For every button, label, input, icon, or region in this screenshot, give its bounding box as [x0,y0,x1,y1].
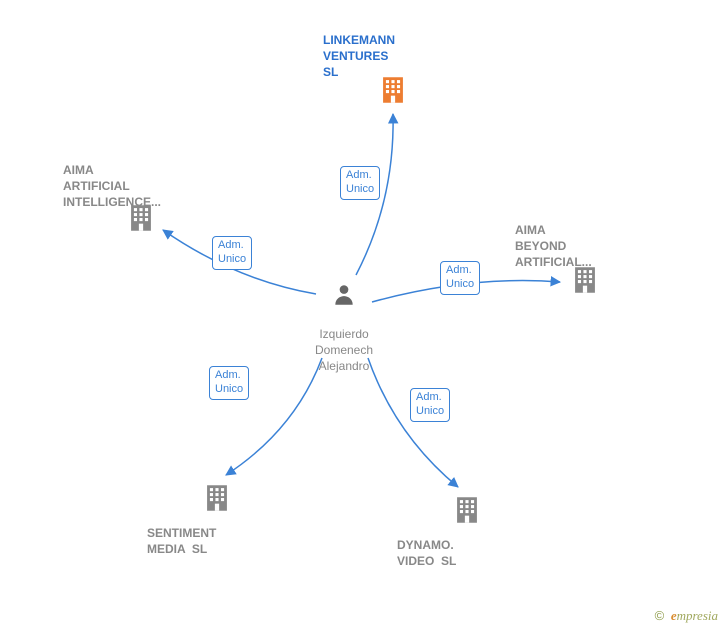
edge-dynamo [368,358,458,487]
copyright-symbol: © [655,608,665,623]
edge-label-aima_ai: Adm. Unico [212,236,252,270]
company-node-linkemann[interactable]: LINKEMANN VENTURES SL [323,32,463,81]
center-person-label: Izquierdo Domenech Alejandro [299,326,389,375]
company-node-aima_beyond[interactable]: AIMA BEYOND ARTIFICIAL... [515,222,655,271]
edge-label-dynamo: Adm. Unico [410,388,450,422]
company-node-dynamo[interactable]: DYNAMO. VIDEO SL [397,537,537,569]
edge-label-aima_beyond: Adm. Unico [440,261,480,295]
building-icon [200,481,234,520]
person-icon [331,282,357,313]
company-node-aima_ai[interactable]: AIMA ARTIFICIAL INTELLIGENCE... [63,162,203,211]
footer-brand: © empresia [655,608,718,624]
brand-name: empresia [671,608,718,623]
edge-label-sentiment: Adm. Unico [209,366,249,400]
company-node-sentiment[interactable]: SENTIMENT MEDIA SL [147,525,287,557]
graph-edges [0,0,728,630]
building-icon [450,493,484,532]
edge-label-linkemann: Adm. Unico [340,166,380,200]
